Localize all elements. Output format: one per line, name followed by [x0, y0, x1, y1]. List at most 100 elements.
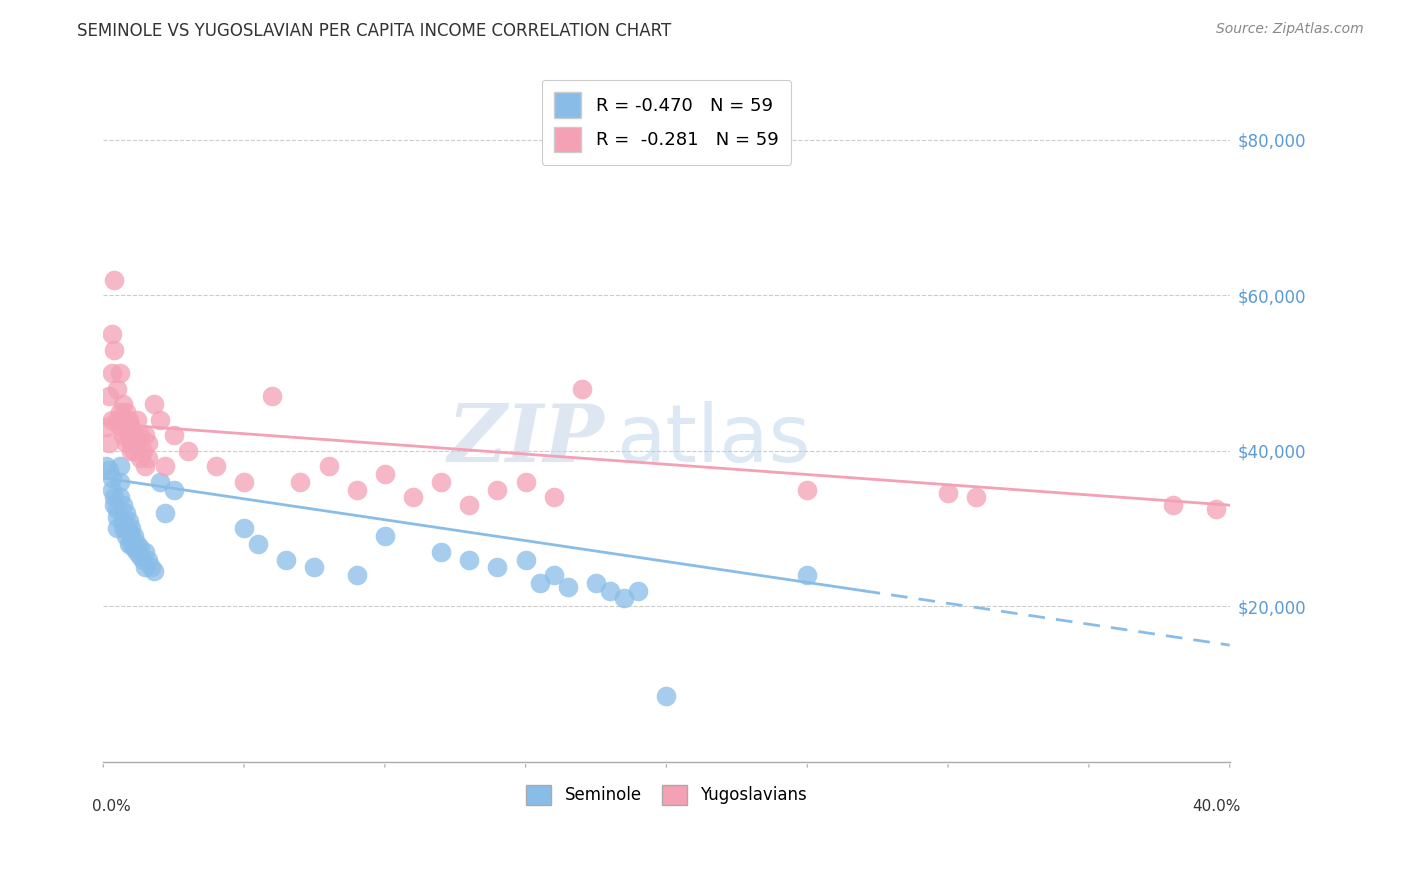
- Point: [233, 475, 256, 489]
- Point: [430, 475, 453, 489]
- Point: [374, 467, 396, 481]
- Point: [262, 389, 284, 403]
- Point: [136, 552, 159, 566]
- Point: [529, 575, 551, 590]
- Point: [543, 491, 565, 505]
- Text: 40.0%: 40.0%: [1192, 799, 1241, 814]
- Point: [100, 412, 122, 426]
- Point: [131, 443, 153, 458]
- Point: [103, 343, 125, 357]
- Point: [111, 397, 134, 411]
- Point: [374, 529, 396, 543]
- Point: [205, 459, 228, 474]
- Point: [128, 549, 150, 563]
- Point: [105, 382, 128, 396]
- Point: [142, 397, 165, 411]
- Point: [125, 545, 148, 559]
- Text: SEMINOLE VS YUGOSLAVIAN PER CAPITA INCOME CORRELATION CHART: SEMINOLE VS YUGOSLAVIAN PER CAPITA INCOM…: [77, 22, 672, 40]
- Point: [304, 560, 326, 574]
- Point: [1163, 498, 1185, 512]
- Text: atlas: atlas: [616, 401, 810, 479]
- Point: [613, 591, 636, 606]
- Point: [458, 552, 481, 566]
- Point: [134, 459, 156, 474]
- Point: [105, 509, 128, 524]
- Point: [290, 475, 312, 489]
- Point: [142, 564, 165, 578]
- Point: [117, 525, 139, 540]
- Point: [114, 521, 136, 535]
- Point: [100, 471, 122, 485]
- Point: [153, 506, 176, 520]
- Point: [148, 412, 170, 426]
- Point: [346, 568, 368, 582]
- Point: [114, 506, 136, 520]
- Point: [94, 459, 117, 474]
- Point: [655, 689, 678, 703]
- Point: [486, 483, 509, 497]
- Point: [120, 420, 142, 434]
- Point: [103, 272, 125, 286]
- Point: [571, 382, 593, 396]
- Point: [114, 529, 136, 543]
- Point: [114, 405, 136, 419]
- Point: [430, 545, 453, 559]
- Point: [111, 514, 134, 528]
- Point: [247, 537, 270, 551]
- Point: [97, 389, 120, 403]
- Point: [796, 568, 818, 582]
- Point: [108, 405, 131, 419]
- Text: ZIP: ZIP: [447, 401, 605, 479]
- Point: [120, 537, 142, 551]
- Point: [796, 483, 818, 497]
- Point: [100, 366, 122, 380]
- Point: [103, 491, 125, 505]
- Point: [108, 491, 131, 505]
- Point: [111, 412, 134, 426]
- Point: [177, 443, 200, 458]
- Point: [105, 412, 128, 426]
- Point: [117, 537, 139, 551]
- Point: [139, 560, 162, 574]
- Point: [120, 529, 142, 543]
- Point: [965, 491, 987, 505]
- Point: [94, 420, 117, 434]
- Point: [162, 483, 184, 497]
- Point: [120, 443, 142, 458]
- Point: [134, 545, 156, 559]
- Point: [627, 583, 650, 598]
- Point: [136, 436, 159, 450]
- Point: [108, 366, 131, 380]
- Point: [100, 327, 122, 342]
- Point: [936, 486, 959, 500]
- Legend: Seminole, Yugoslavians: Seminole, Yugoslavians: [519, 778, 814, 812]
- Point: [103, 498, 125, 512]
- Point: [458, 498, 481, 512]
- Point: [111, 498, 134, 512]
- Point: [134, 428, 156, 442]
- Point: [515, 475, 537, 489]
- Point: [97, 463, 120, 477]
- Point: [117, 514, 139, 528]
- Point: [515, 552, 537, 566]
- Point: [105, 502, 128, 516]
- Point: [120, 521, 142, 535]
- Point: [543, 568, 565, 582]
- Point: [122, 529, 145, 543]
- Point: [346, 483, 368, 497]
- Point: [153, 459, 176, 474]
- Point: [111, 428, 134, 442]
- Point: [122, 443, 145, 458]
- Point: [122, 541, 145, 555]
- Point: [114, 436, 136, 450]
- Point: [105, 521, 128, 535]
- Point: [125, 436, 148, 450]
- Point: [585, 575, 607, 590]
- Point: [599, 583, 621, 598]
- Text: Source: ZipAtlas.com: Source: ZipAtlas.com: [1216, 22, 1364, 37]
- Point: [233, 521, 256, 535]
- Point: [108, 420, 131, 434]
- Point: [402, 491, 425, 505]
- Point: [162, 428, 184, 442]
- Point: [318, 459, 340, 474]
